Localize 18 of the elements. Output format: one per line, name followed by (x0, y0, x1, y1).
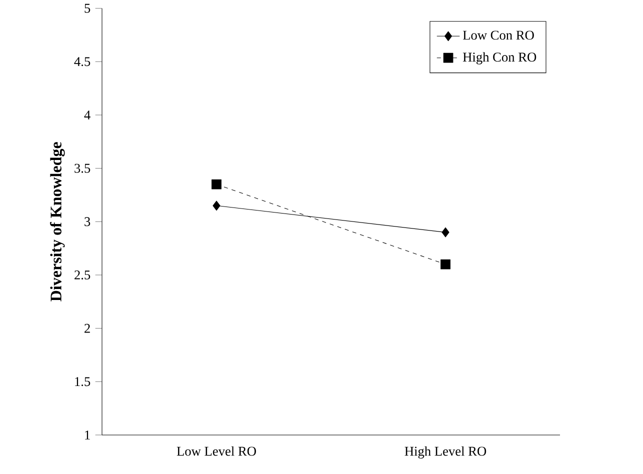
legend-label: High Con RO (462, 52, 536, 64)
point (212, 200, 220, 211)
point (442, 227, 450, 238)
y-tick-label: 3.5 (74, 164, 90, 173)
x-tick-label: Low Level RO (176, 446, 256, 456)
point (440, 259, 450, 270)
y-tick-label: 2 (84, 324, 90, 333)
x-tick-label: High Level RO (404, 446, 486, 458)
y-tick-label: 5 (84, 4, 90, 13)
y-tick-label: 3 (84, 217, 90, 226)
y-axis-title: Diversity of Knowledge (50, 142, 65, 302)
point (212, 179, 222, 190)
y-tick-label: 1.5 (75, 377, 90, 386)
y-tick-label: 4.5 (74, 57, 90, 66)
y-tick-label: 4 (84, 110, 90, 120)
y-tick-label: 2.5 (74, 270, 90, 280)
legend-label: Low Con RO (462, 30, 534, 40)
y-tick-label: 1 (85, 430, 90, 440)
